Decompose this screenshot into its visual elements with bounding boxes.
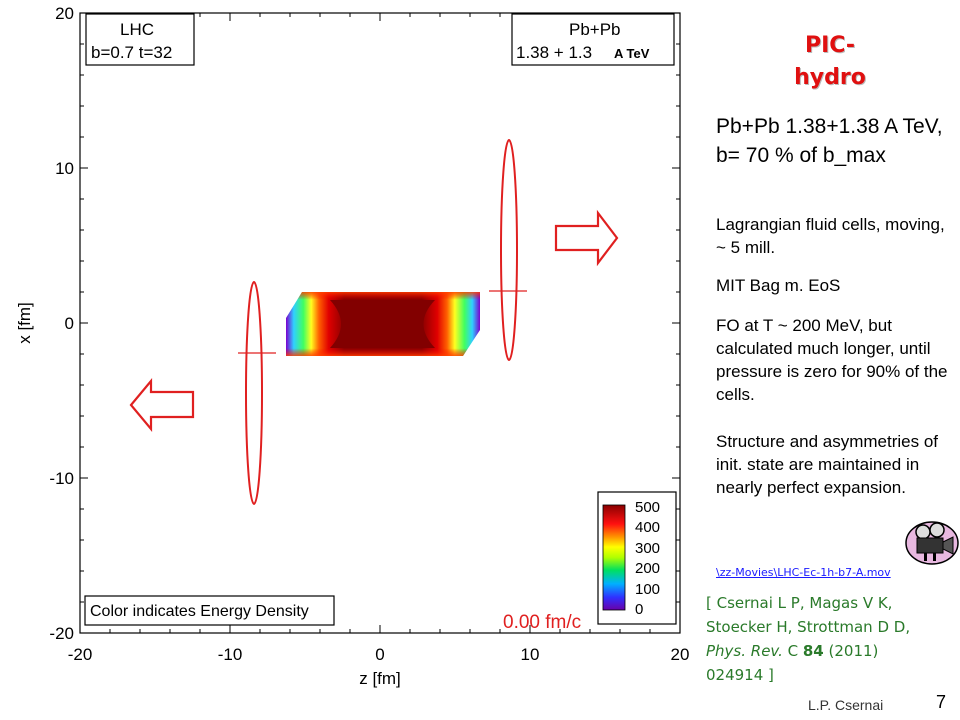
run-info-params: b=0.7 t=32 — [91, 43, 172, 62]
collision-info-box: Pb+Pb 1.38 + 1.3 A TeV — [511, 13, 675, 66]
y-axis-label: x [fm] — [15, 302, 34, 344]
citation-authors: Csernai L P, Magas V K, Stoecker H, Stro… — [706, 594, 911, 636]
colorbar-legend: 500 400 300 200 100 0 — [597, 491, 677, 625]
bullet-structure: Structure and asymmetries of init. state… — [716, 432, 939, 497]
y-tick-label: 10 — [55, 159, 74, 178]
energy-density-blob — [286, 292, 480, 356]
colorbar-tick-label: 100 — [635, 581, 660, 598]
colorbar-tick-label: 300 — [635, 540, 660, 557]
x-tick-label: -20 — [68, 645, 93, 664]
citation-open: [ — [706, 594, 717, 612]
colorbar-tick-label: 400 — [635, 519, 660, 536]
bullet-freeze-out: FO at T ~ 200 MeV, but calculated much l… — [716, 316, 948, 404]
plot-caption-box: Color indicates Energy Density — [84, 595, 335, 626]
y-tick-label: -10 — [49, 469, 74, 488]
arrow-left-icon — [129, 377, 195, 433]
collision-energy: 1.38 + 1.3 — [516, 43, 592, 62]
arrow-right-icon — [554, 209, 619, 267]
x-axis-label: z [fm] — [359, 669, 401, 688]
film-camera-icon[interactable] — [904, 516, 960, 566]
citation: [ Csernai L P, Magas V K, Stoecker H, St… — [706, 591, 940, 687]
citation-volume: 84 — [802, 642, 824, 660]
y-tick-label: -20 — [49, 624, 74, 643]
movie-link[interactable]: \zz-Movies\LHC-Ec-1h-b7-A.mov — [716, 566, 891, 579]
colorbar-tick-label: 200 — [635, 560, 660, 577]
description-main: Pb+Pb 1.38+1.38 A TeV, b= 70 % of b_max — [716, 115, 943, 167]
slide-title: PIC- hydro — [760, 30, 900, 94]
slide-title-line1: PIC- — [804, 33, 856, 58]
collision-system: Pb+Pb — [569, 20, 621, 39]
colorbar-tick-label: 500 — [635, 499, 660, 516]
collision-energy-unit: A TeV — [614, 46, 650, 61]
x-tick-label: 20 — [671, 645, 690, 664]
x-tick-label: 10 — [521, 645, 540, 664]
y-tick-label: 0 — [65, 314, 74, 333]
y-tick-label: 20 — [55, 4, 74, 23]
time-label: 0.00 fm/c — [503, 612, 581, 633]
colorbar-tick-label: 0 — [635, 601, 643, 618]
plot-caption: Color indicates Energy Density — [90, 603, 309, 620]
citation-volume-prefix: C — [782, 642, 803, 660]
x-tick-label: 0 — [375, 645, 384, 664]
citation-year-pages: (2011) 024914 ] — [706, 642, 879, 684]
citation-journal: Phys. Rev. — [706, 642, 783, 660]
bullet-eos: MIT Bag m. EoS — [716, 276, 841, 295]
x-tick-label: -10 — [218, 645, 243, 664]
nucleus-right-ellipse — [489, 139, 527, 361]
nucleus-left-ellipse — [238, 281, 276, 505]
bullet-lagrangian: Lagrangian fluid cells, moving, ~ 5 mill… — [716, 215, 945, 257]
run-info-collider: LHC — [120, 20, 154, 39]
footer-author: L.P. Csernai — [808, 697, 884, 713]
page-number: 7 — [936, 692, 947, 712]
slide-title-line2: hydro — [794, 65, 866, 90]
run-info-box: LHC b=0.7 t=32 — [85, 13, 195, 66]
